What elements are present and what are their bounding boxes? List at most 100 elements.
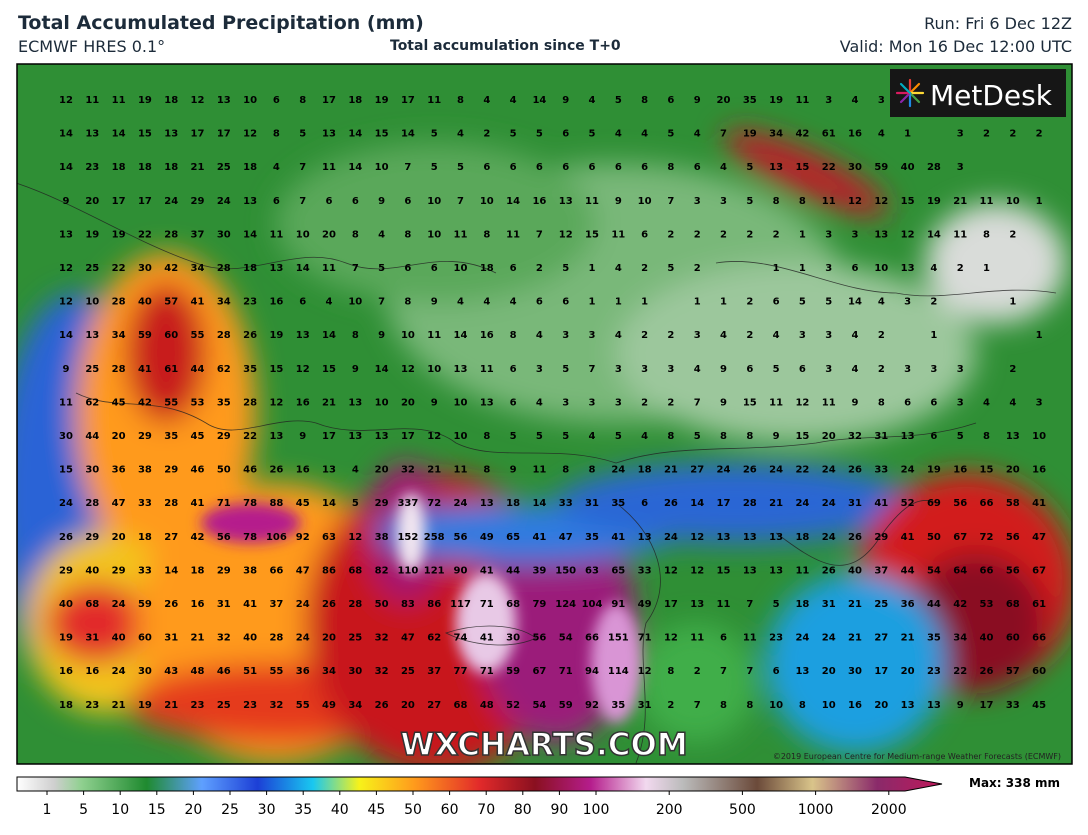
value-label: 15	[743, 397, 757, 408]
value-label: 24	[217, 196, 231, 207]
value-label: 11	[980, 196, 994, 207]
value-label: 56	[532, 633, 546, 644]
value-label: 13	[85, 330, 99, 341]
value-label: 36	[296, 666, 310, 677]
value-label: 35	[243, 364, 257, 375]
value-label: 37	[191, 229, 205, 240]
value-label: 13	[1006, 431, 1020, 442]
value-label: 8	[983, 431, 990, 442]
value-label: 35	[743, 95, 757, 106]
value-label: 11	[795, 565, 809, 576]
value-label: 86	[427, 599, 441, 610]
value-label: 337	[397, 498, 418, 509]
value-label: 41	[874, 498, 888, 509]
value-label: 2	[667, 397, 674, 408]
value-label: 9	[431, 397, 438, 408]
value-label: 29	[217, 431, 231, 442]
value-label: 11	[585, 196, 599, 207]
value-label: 5	[378, 263, 385, 274]
value-label: 57	[1006, 666, 1020, 677]
value-label: 6	[562, 297, 569, 308]
value-label: 22	[795, 465, 809, 476]
value-label: 60	[1006, 633, 1020, 644]
value-label: 6	[852, 263, 859, 274]
value-label: 13	[217, 95, 231, 106]
value-label: 8	[483, 229, 490, 240]
value-label: 5	[615, 95, 622, 106]
value-label: 44	[901, 565, 915, 576]
value-label: 67	[532, 666, 546, 677]
value-label: 24	[795, 498, 809, 509]
value-label: 14	[296, 263, 310, 274]
value-label: 13	[269, 263, 283, 274]
value-label: 4	[852, 95, 859, 106]
value-label: 32	[269, 700, 283, 711]
value-label: 7	[667, 196, 674, 207]
value-label: 3	[589, 397, 596, 408]
value-label: 5	[825, 297, 832, 308]
value-label: 2	[720, 229, 727, 240]
value-label: 49	[638, 599, 652, 610]
value-label: 3	[694, 196, 701, 207]
value-label: 9	[562, 95, 569, 106]
value-label: 68	[454, 700, 468, 711]
value-label: 11	[85, 95, 99, 106]
value-label: 20	[874, 700, 888, 711]
value-label: 3	[694, 330, 701, 341]
value-label: 18	[638, 465, 652, 476]
value-label: 23	[85, 162, 99, 173]
value-label: 5	[431, 162, 438, 173]
value-label: 5	[589, 129, 596, 140]
value-label: 11	[454, 465, 468, 476]
value-label: 2	[1009, 229, 1016, 240]
value-label: 9	[852, 397, 859, 408]
value-label: 60	[1032, 666, 1046, 677]
value-label: 15	[795, 162, 809, 173]
watermark: WXCHARTS.COM	[400, 727, 687, 763]
value-label: 65	[611, 565, 625, 576]
value-label: 3	[957, 364, 964, 375]
value-label: 20	[375, 465, 389, 476]
value-label: 2	[746, 330, 753, 341]
value-label: 13	[322, 129, 336, 140]
colorbar-label: 1	[43, 802, 52, 818]
value-label: 13	[901, 700, 915, 711]
value-label: 17	[322, 95, 336, 106]
colorbar-label: 2000	[871, 802, 907, 818]
value-label: 17	[401, 95, 415, 106]
value-label: 55	[164, 397, 178, 408]
value-label: 31	[822, 599, 836, 610]
value-label: 10	[769, 700, 783, 711]
value-label: 19	[59, 633, 73, 644]
value-label: 16	[953, 465, 967, 476]
value-label: 5	[299, 129, 306, 140]
colorbar-label: 45	[367, 802, 385, 818]
value-label: 91	[611, 599, 625, 610]
value-label: 2	[641, 263, 648, 274]
value-label: 13	[348, 431, 362, 442]
value-label: 15	[375, 129, 389, 140]
value-label: 19	[743, 129, 757, 140]
value-label: 3	[852, 229, 859, 240]
value-label: 32	[848, 431, 862, 442]
value-label: 10	[243, 95, 257, 106]
value-label: 31	[164, 633, 178, 644]
value-label: 18	[112, 162, 126, 173]
value-label: 12	[664, 565, 678, 576]
value-label: 61	[164, 364, 178, 375]
value-label: 9	[773, 431, 780, 442]
value-label: 28	[743, 498, 757, 509]
value-label: 35	[611, 498, 625, 509]
value-label: 21	[848, 633, 862, 644]
value-label: 13	[690, 599, 704, 610]
value-label: 6	[299, 297, 306, 308]
value-label: 3	[536, 364, 543, 375]
value-label: 40	[85, 565, 99, 576]
value-label: 29	[112, 565, 126, 576]
value-label: 11	[454, 229, 468, 240]
value-label: 20	[1006, 465, 1020, 476]
value-label: 9	[378, 196, 385, 207]
value-label: 42	[953, 599, 967, 610]
value-label: 3	[720, 196, 727, 207]
value-label: 45	[1032, 700, 1046, 711]
